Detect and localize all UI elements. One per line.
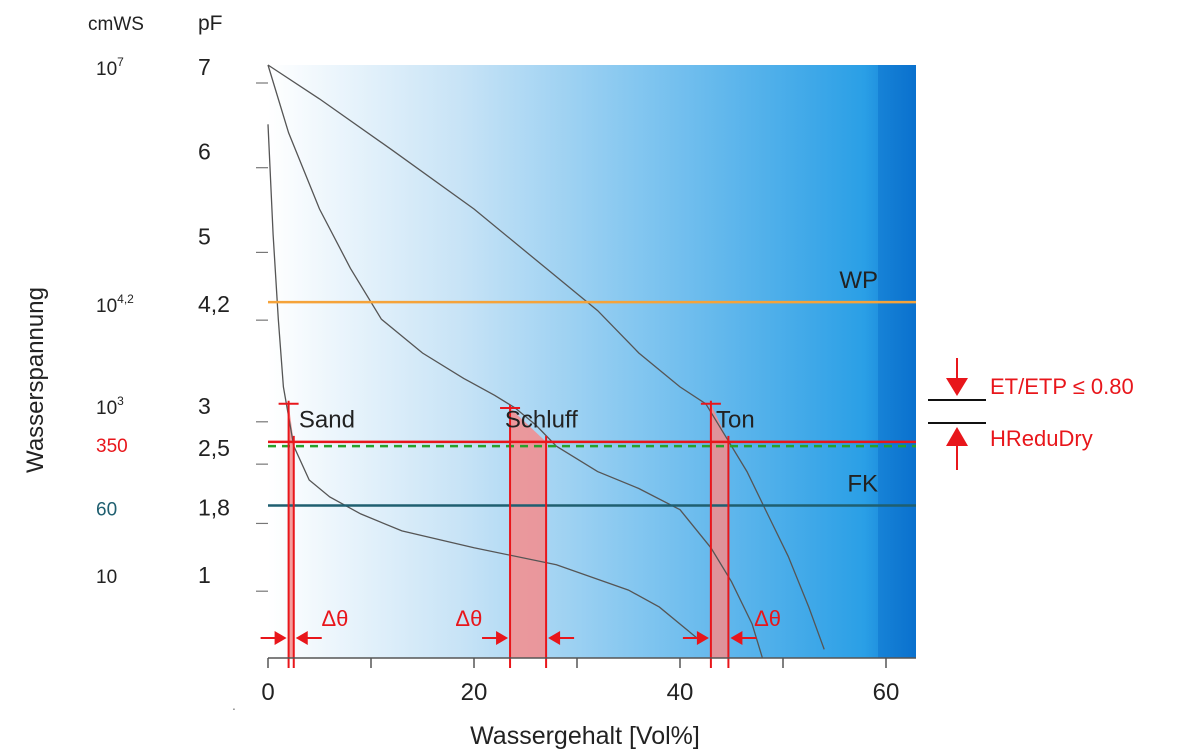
refline-label-fk: FK [847, 470, 878, 497]
plot-background [268, 65, 916, 658]
delta-arrow-right-sand [295, 631, 308, 645]
delta-arrow-right-schluff [548, 631, 561, 645]
cmws-tick-label-3: 103 [96, 394, 124, 419]
pf-tick-label-4,2: 4,2 [198, 291, 230, 317]
y-axis-label: Wasserspannung [22, 287, 49, 473]
cmws-tick-base: 60 [96, 499, 117, 520]
delta-arrow-right-ton [730, 631, 743, 645]
cmws-tick-label-4: 350 [96, 436, 128, 457]
x-tick-label-20: 20 [461, 679, 488, 706]
pf-tick-label-3: 3 [198, 393, 211, 419]
x-tick-label-60: 60 [873, 679, 900, 706]
legend-hredudry: HReduDry [990, 426, 1093, 451]
x-tick-label-40: 40 [667, 679, 694, 706]
pf-tick-label-1,8: 1,8 [198, 494, 230, 520]
cmws-tick-exponent: 3 [117, 394, 124, 408]
cmws-tick-base: 10 [96, 398, 117, 419]
pf-tick-label-6: 6 [198, 139, 211, 165]
pf-tick-label-1: 1 [198, 562, 211, 588]
legend: ET/ETP ≤ 0.80 HReduDry [928, 358, 1134, 470]
cmws-tick-exponent: 4,2 [117, 292, 134, 306]
delta-theta-label-1: Δθ [321, 606, 348, 631]
delta-arrow-left-sand [274, 631, 287, 645]
curve-label-sand: Sand [299, 407, 355, 434]
cmws-tick-label-2: 104,2 [96, 292, 134, 317]
cmws-tick-base: 350 [96, 436, 128, 457]
refline-label-wp: WP [839, 267, 878, 294]
cmws-header: cmWS [88, 14, 144, 35]
delta-theta-label-3: Δθ [754, 606, 781, 631]
delta-area-ton [710, 403, 729, 658]
cmws-tick-label-5: 60 [96, 499, 117, 520]
plot-dark-band [878, 65, 916, 658]
pf-tick-label-7: 7 [198, 54, 211, 80]
cmws-tick-base: 10 [96, 59, 117, 80]
legend-arrow-up [946, 427, 968, 446]
legend-arrow-down [946, 378, 968, 396]
cmws-tick-label-6: 10 [96, 567, 117, 588]
pf-header: pF [198, 12, 223, 35]
legend-et-etp: ET/ETP ≤ 0.80 [990, 374, 1134, 399]
curve-ton [267, 64, 825, 650]
cmws-tick-exponent: 7 [117, 55, 124, 69]
delta-theta-label-2: Δθ [455, 606, 482, 631]
pf-tick-label-2,5: 2,5 [198, 435, 230, 461]
x-axis-label: Wassergehalt [Vol%] [470, 722, 700, 749]
curve-label-ton: Ton [716, 407, 755, 434]
delta-arrow-left-ton [696, 631, 709, 645]
delta-area-sand [288, 403, 294, 658]
cmws-tick-base: 10 [96, 296, 117, 317]
delta-arrow-left-schluff [496, 631, 509, 645]
cmws-tick-label-1: 107 [96, 55, 124, 80]
curve-schluff [267, 64, 764, 659]
delta-area-schluff [510, 408, 547, 658]
footnote-dot: . [232, 697, 236, 713]
pf-tick-label-5: 5 [198, 223, 211, 249]
cmws-tick-base: 10 [96, 567, 117, 588]
curve-label-schluff: Schluff [505, 407, 578, 434]
x-tick-label-0: 0 [261, 679, 274, 706]
